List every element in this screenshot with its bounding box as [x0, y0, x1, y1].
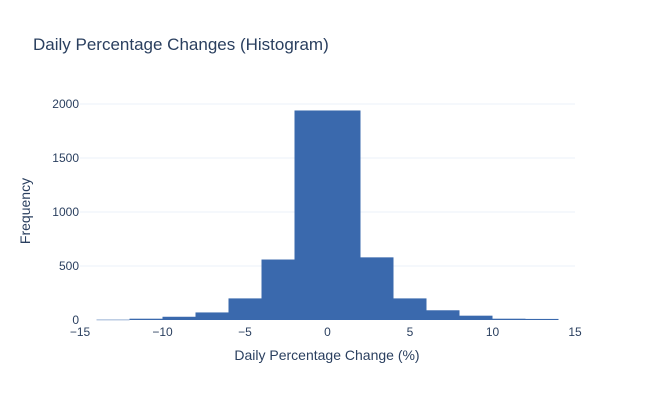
- histogram-bar[interactable]: [492, 318, 526, 320]
- y-tick-label: 1000: [52, 205, 79, 219]
- histogram-bar[interactable]: [162, 316, 196, 320]
- y-tick-label: 1500: [52, 151, 79, 165]
- histogram-bar[interactable]: [96, 319, 130, 321]
- x-tick-label: 5: [407, 325, 414, 339]
- histogram-bar[interactable]: [459, 315, 493, 320]
- histogram-bar[interactable]: [393, 298, 427, 320]
- x-tick-label: −5: [238, 325, 252, 339]
- y-axis-title: Frequency: [17, 178, 33, 244]
- x-axis-ticks: −15 −10 −5 0 5 10 15: [70, 325, 582, 339]
- histogram-bar[interactable]: [261, 259, 295, 320]
- y-tick-label: 0: [72, 313, 79, 327]
- x-tick-label: −15: [70, 325, 91, 339]
- histogram-bar[interactable]: [327, 110, 361, 320]
- x-tick-label: 10: [486, 325, 500, 339]
- y-tick-label: 500: [59, 259, 79, 273]
- histogram-bar[interactable]: [228, 298, 262, 320]
- x-tick-label: −10: [152, 325, 173, 339]
- x-tick-label: 15: [568, 325, 582, 339]
- histogram-bar[interactable]: [360, 257, 394, 320]
- chart-title: Daily Percentage Changes (Histogram): [33, 35, 329, 54]
- x-axis-title: Daily Percentage Change (%): [234, 347, 419, 363]
- y-tick-label: 2000: [52, 97, 79, 111]
- histogram-bar[interactable]: [195, 312, 229, 320]
- y-axis-ticks: 0 500 1000 1500 2000: [52, 97, 79, 327]
- histogram-bar[interactable]: [294, 110, 328, 320]
- bars-group: [96, 110, 559, 321]
- histogram-bar[interactable]: [525, 318, 559, 320]
- histogram-bar[interactable]: [129, 318, 163, 320]
- x-tick-label: 0: [324, 325, 331, 339]
- histogram-bar[interactable]: [426, 310, 460, 320]
